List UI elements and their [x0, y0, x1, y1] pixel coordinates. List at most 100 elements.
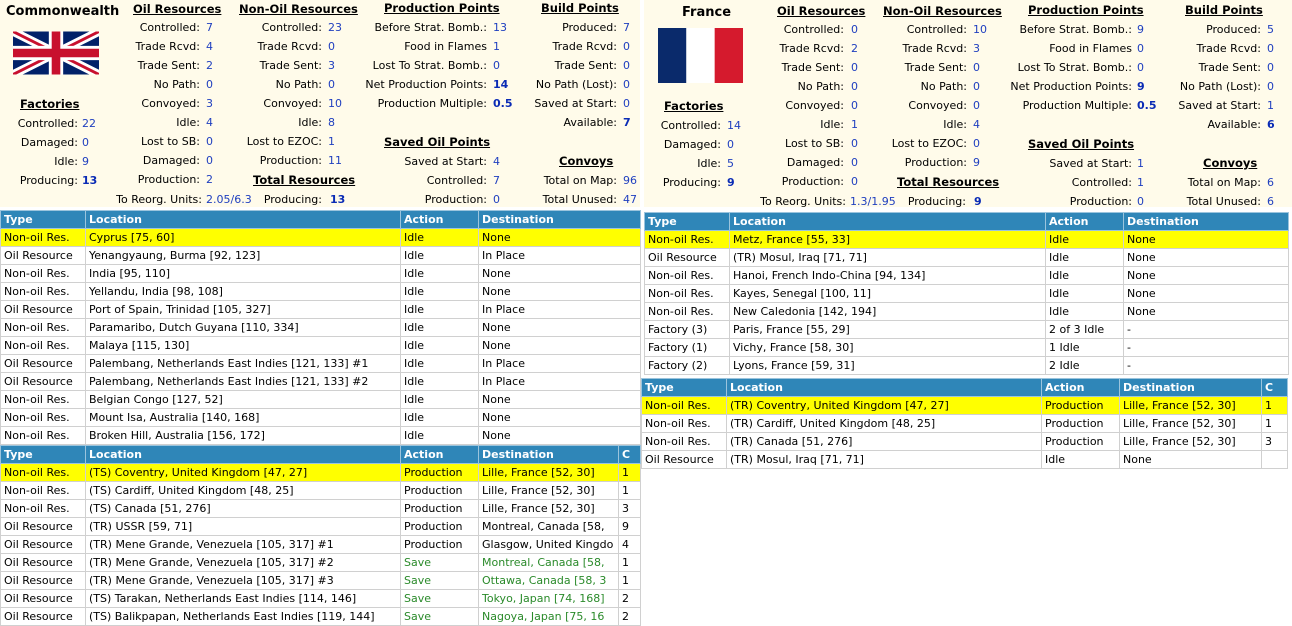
column-header-location[interactable]: Location: [729, 212, 1046, 231]
build-points-heading: Build Points: [541, 1, 619, 15]
column-header-location[interactable]: Location: [85, 445, 401, 464]
table-row[interactable]: Factory (1) Vichy, France [58, 30] 1 Idle -: [644, 338, 1289, 357]
cell-destination: -: [1123, 338, 1289, 357]
column-header-action[interactable]: Action: [1041, 378, 1120, 397]
table-row[interactable]: Oil Resource (TR) Mene Grande, Venezuela …: [0, 571, 641, 590]
table-row[interactable]: Non-oil Res. Belgian Congo [127, 52] Idle N…: [0, 390, 641, 409]
non-oil-stat-value: 3: [328, 59, 335, 72]
table-row[interactable]: Oil Resource (TR) Mene Grande, Venezuela …: [0, 553, 641, 572]
table-row[interactable]: Factory (3) Paris, France [55, 29] 2 of 3 …: [644, 320, 1289, 339]
france-unused-resources-table: Type Location Action Destination Non-oil Res…: [644, 212, 1289, 375]
column-header-action[interactable]: Action: [400, 445, 479, 464]
column-header-destination[interactable]: Destination: [1123, 212, 1289, 231]
table-row[interactable]: Oil Resource (TS) Tarakan, Netherlands Ea…: [0, 589, 641, 608]
table-row[interactable]: Non-oil Res. Hanoi, French Indo-China [94…: [644, 266, 1289, 285]
table-row[interactable]: Non-oil Res. (TS) Coventry, United Kingdo…: [0, 463, 641, 482]
saved-oil-points-heading: Saved Oil Points: [384, 135, 491, 149]
cell-location: India [95, 110]: [85, 264, 401, 283]
factories-heading: Factories: [664, 99, 724, 113]
cell-location: Paramaribo, Dutch Guyana [110, 334]: [85, 318, 401, 337]
column-header-action[interactable]: Action: [400, 210, 479, 229]
table-row[interactable]: Oil Resource (TR) USSR [59, 71] Production…: [0, 517, 641, 536]
column-header-destination[interactable]: Destination: [478, 445, 619, 464]
non-oil-stat-value: 4: [973, 118, 980, 131]
table-row[interactable]: Factory (2) Lyons, France [59, 31] 2 Idle -: [644, 356, 1289, 375]
column-header-destination[interactable]: Destination: [1119, 378, 1262, 397]
oil-stat-value: 0: [851, 61, 858, 74]
factories-stat-label: Producing:: [19, 174, 78, 187]
column-header-action[interactable]: Action: [1045, 212, 1124, 231]
cell-destination: Lille, France [52, 30]: [478, 499, 619, 518]
oil-stat-value: 0: [206, 135, 213, 148]
table-row[interactable]: Non-oil Res. (TR) Canada [51, 276] Product…: [641, 432, 1288, 451]
table-row[interactable]: Oil Resource (TR) Mosul, Iraq [71, 71] Idl…: [644, 248, 1289, 267]
column-header-destination[interactable]: Destination: [478, 210, 641, 229]
cell-destination: None: [478, 264, 641, 283]
build-stat-value: 5: [1267, 23, 1274, 36]
column-header-location[interactable]: Location: [85, 210, 401, 229]
cell-location: Malaya [115, 130]: [85, 336, 401, 355]
non-oil-stat-label: Controlled:: [261, 21, 322, 34]
table-row[interactable]: Oil Resource (TR) Mene Grande, Venezuela …: [0, 535, 641, 554]
table-row[interactable]: Oil Resource Palembang, Netherlands East …: [0, 354, 641, 373]
cell-type: Non-oil Res.: [0, 264, 86, 283]
column-header-location[interactable]: Location: [726, 378, 1042, 397]
cell-action: Idle: [400, 282, 479, 301]
cell-type: Non-oil Res.: [0, 336, 86, 355]
non-oil-stat-label: Trade Sent:: [259, 59, 322, 72]
table-row[interactable]: Non-oil Res. Kayes, Senegal [100, 11] Idle…: [644, 284, 1289, 303]
cell-type: Oil Resource: [0, 571, 86, 590]
table-row[interactable]: Oil Resource Yenangyaung, Burma [92, 123]…: [0, 246, 641, 265]
table-row[interactable]: Non-oil Res. (TR) Cardiff, United Kingdom…: [641, 414, 1288, 433]
table-row[interactable]: Non-oil Res. Broken Hill, Australia [156,…: [0, 426, 641, 445]
cell-type: Oil Resource: [0, 300, 86, 319]
saved-oil-stat-value: 0: [1137, 195, 1144, 207]
table-row[interactable]: Non-oil Res. New Caledonia [142, 194] Idle…: [644, 302, 1289, 321]
non-oil-stat-value: 0: [973, 61, 980, 74]
table-row[interactable]: Oil Resource (TS) Balikpapan, Netherlands…: [0, 607, 641, 626]
table-row[interactable]: Non-oil Res. Cyprus [75, 60] Idle None: [0, 228, 641, 247]
table-row[interactable]: Non-oil Res. (TR) Coventry, United Kingdo…: [641, 396, 1288, 415]
cell-destination: Lille, France [52, 30]: [478, 463, 619, 482]
cell-action: Idle: [1045, 248, 1124, 267]
cell-location: (TS) Canada [51, 276]: [85, 499, 401, 518]
cell-type: Non-oil Res.: [644, 284, 730, 303]
table-row[interactable]: Non-oil Res. Mount Isa, Australia [140, 1…: [0, 408, 641, 427]
oil-stat-value: 0: [851, 137, 858, 150]
cell-c: 9: [618, 517, 641, 536]
cell-destination: Montreal, Canada [58,: [478, 517, 619, 536]
table-row[interactable]: Oil Resource Palembang, Netherlands East …: [0, 372, 641, 391]
cell-action: Save: [400, 571, 479, 590]
table-row[interactable]: Non-oil Res. Malaya [115, 130] Idle None: [0, 336, 641, 355]
production-stat-label: Net Production Points:: [1010, 80, 1132, 93]
table-row[interactable]: Non-oil Res. Paramaribo, Dutch Guyana [11…: [0, 318, 641, 337]
table-row[interactable]: Oil Resource Port of Spain, Trinidad [105…: [0, 300, 641, 319]
cell-type: Non-oil Res.: [641, 432, 727, 451]
table-row[interactable]: Non-oil Res. (TS) Canada [51, 276] Product…: [0, 499, 641, 518]
build-stat-value: 7: [623, 21, 630, 34]
production-points-heading: Production Points: [384, 1, 500, 15]
table-row[interactable]: Oil Resource (TR) Mosul, Iraq [71, 71] Idl…: [641, 450, 1288, 469]
cell-location: (TR) Mene Grande, Venezuela [105, 317] #…: [85, 571, 401, 590]
table-row[interactable]: Non-oil Res. Metz, France [55, 33] Idle Non…: [644, 230, 1289, 249]
column-header-c[interactable]: C: [1261, 378, 1288, 397]
non-oil-stat-label: Trade Sent:: [904, 61, 967, 74]
table-row[interactable]: Non-oil Res. India [95, 110] Idle None: [0, 264, 641, 283]
factories-stat-value: 14: [727, 119, 741, 132]
column-header-type[interactable]: Type: [0, 210, 86, 229]
column-header-type[interactable]: Type: [644, 212, 730, 231]
table-row[interactable]: Non-oil Res. Yellandu, India [98, 108] Idl…: [0, 282, 641, 301]
oil-stat-value: 3: [206, 97, 213, 110]
saved-oil-stat-value: 1: [1137, 176, 1144, 189]
non-oil-stat-value: 10: [973, 23, 987, 36]
table-row[interactable]: Non-oil Res. (TS) Cardiff, United Kingdom…: [0, 481, 641, 500]
cell-location: (TR) Coventry, United Kingdom [47, 27]: [726, 396, 1042, 415]
build-stat-label: Saved at Start:: [534, 97, 617, 110]
saved-oil-stat-label: Controlled:: [1071, 176, 1132, 189]
column-header-type[interactable]: Type: [0, 445, 86, 464]
cell-destination: None: [478, 336, 641, 355]
cell-c: 1: [618, 481, 641, 500]
non-oil-stat-value: 1: [328, 135, 335, 148]
column-header-c[interactable]: C: [618, 445, 641, 464]
column-header-type[interactable]: Type: [641, 378, 727, 397]
